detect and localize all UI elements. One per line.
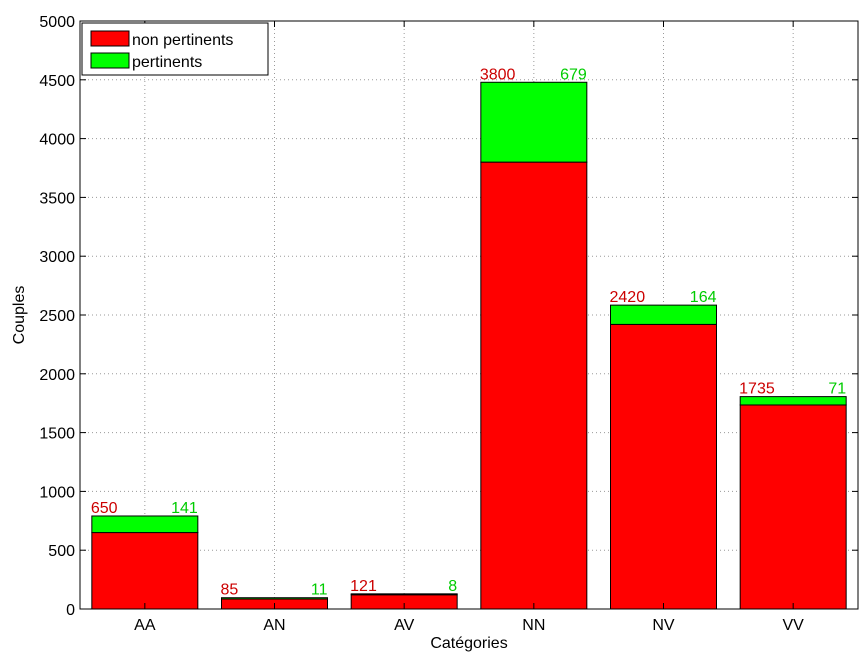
- data-label-non-pertinents-an: 85: [221, 582, 239, 599]
- x-tick-label: NV: [652, 617, 675, 634]
- legend-swatch-non-pertinents: [90, 30, 130, 47]
- data-label-non-pertinents-vv: 1735: [739, 381, 775, 398]
- y-tick-label: 4500: [39, 73, 75, 90]
- x-tick-label: AN: [263, 617, 285, 634]
- legend-swatch-pertinents: [90, 52, 130, 69]
- x-tick-label: NN: [522, 617, 545, 634]
- bar-segment-non-pertinents-vv: [739, 404, 847, 610]
- bar-segment-non-pertinents-nv: [610, 323, 717, 610]
- y-tick-label: 4000: [39, 132, 75, 149]
- data-label-pertinents-av: 8: [448, 578, 457, 595]
- bar-segment-pertinents-an: [221, 597, 328, 600]
- y-tick-label: 1000: [39, 484, 75, 501]
- x-tick-label: VV: [782, 617, 804, 634]
- axes: 0 500 1000 1500 2000 2500 3000 3500 4000 4500 5000…: [39, 14, 858, 634]
- data-label-non-pertinents-nv: 2420: [610, 289, 646, 306]
- data-label-pertinents-nn: 679: [560, 66, 587, 83]
- y-tick-label: 500: [48, 543, 75, 560]
- bar-segment-non-pertinents-aa: [91, 532, 199, 610]
- legend-label-non-pertinents: non pertinents: [132, 32, 233, 49]
- legend-entry-non-pertinents: non pertinents: [90, 30, 233, 49]
- data-labels: 650 141 85 11 121 8 3800 679 2420 164 1735 71: [91, 66, 846, 598]
- data-label-pertinents-vv: 71: [828, 381, 846, 398]
- x-tick-label: AV: [394, 617, 414, 634]
- y-tick-label: 2000: [39, 367, 75, 384]
- data-label-non-pertinents-av: 121: [350, 578, 377, 595]
- y-tick-label: 5000: [39, 14, 75, 31]
- bar-segment-pertinents-nv: [610, 304, 717, 325]
- legend-label-pertinents: pertinents: [132, 54, 202, 71]
- bar-segment-pertinents-nn: [480, 81, 588, 163]
- x-tick-label: AA: [134, 617, 156, 634]
- bar-segment-non-pertinents-nn: [480, 161, 588, 610]
- bar-segment-pertinents-av: [350, 593, 458, 596]
- grid-lines: [80, 21, 858, 609]
- data-label-pertinents-aa: 141: [171, 500, 198, 517]
- data-label-non-pertinents-nn: 3800: [480, 66, 516, 83]
- y-tick-label: 2500: [39, 308, 75, 325]
- legend-entry-pertinents: pertinents: [90, 52, 202, 71]
- bar-segment-pertinents-aa: [91, 515, 199, 534]
- y-tick-label: 1500: [39, 426, 75, 443]
- data-label-pertinents-nv: 164: [690, 289, 717, 306]
- x-axis-label: Catégories: [430, 635, 507, 652]
- y-axis-label: Couples: [11, 286, 28, 345]
- data-label-non-pertinents-aa: 650: [91, 500, 118, 517]
- y-tick-label: 3500: [39, 190, 75, 207]
- data-label-pertinents-an: 11: [311, 582, 328, 599]
- y-tick-label: 0: [66, 602, 75, 619]
- bar-segment-pertinents-vv: [739, 396, 847, 406]
- y-tick-label: 3000: [39, 249, 75, 266]
- legend: non pertinents pertinents: [81, 22, 269, 76]
- bars: [91, 81, 847, 610]
